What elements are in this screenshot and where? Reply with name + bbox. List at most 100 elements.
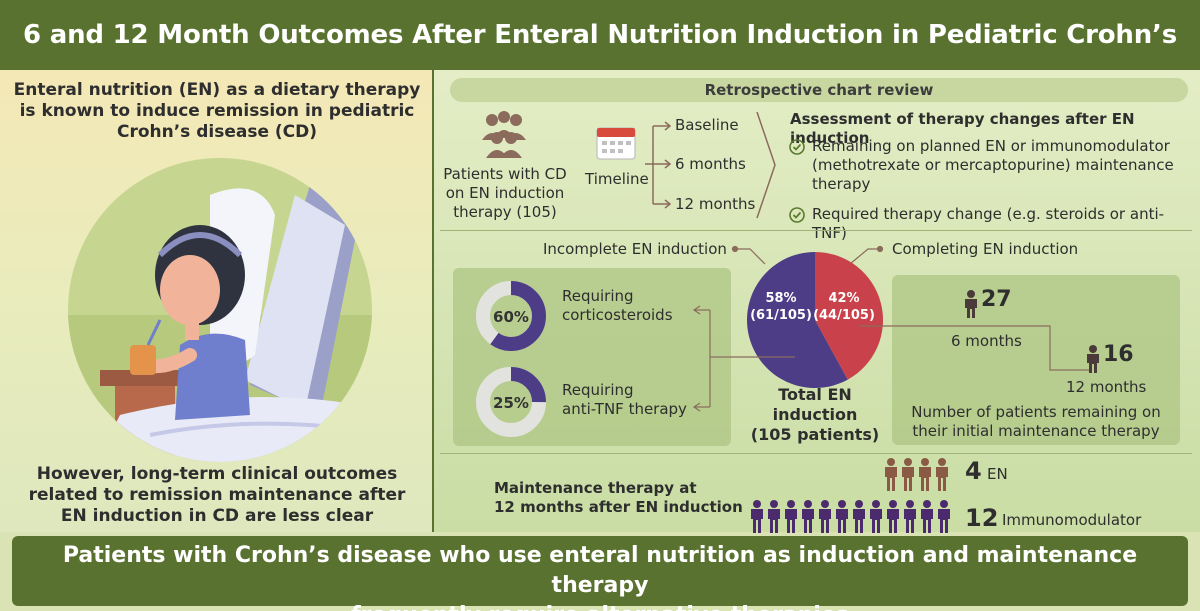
- donut-anti-tnf: 25%: [476, 367, 546, 437]
- donut-text-anti-tnf: Requiring anti-TNF therapy: [562, 381, 687, 419]
- bracket-chevron: [756, 111, 776, 219]
- bottom-line: However, long-term clinical outcomes: [36, 464, 398, 484]
- incomplete-label: Incomplete EN induction: [543, 240, 727, 258]
- remaining-six-count: 27: [981, 287, 1012, 312]
- assessment-item-change: Required therapy change (e.g. steroids o…: [812, 205, 1165, 242]
- en-count: 4: [965, 457, 982, 485]
- remaining-connector: [860, 325, 1090, 371]
- person-icon: [936, 458, 948, 491]
- person-icon: [919, 458, 931, 491]
- maintenance-line: Maintenance therapy at: [494, 479, 697, 497]
- calendar-icon: [596, 127, 636, 160]
- donut-text-corticosteroids: Requiring corticosteroids: [562, 287, 673, 325]
- en-label: EN: [987, 465, 1008, 483]
- remaining-twelve-label: 12 months: [1066, 378, 1147, 396]
- caption-line: Number of patients remaining on: [911, 403, 1161, 421]
- left-panel: Enteral nutrition (EN) as a dietary ther…: [0, 70, 434, 532]
- assessment-line: therapy: [812, 175, 871, 193]
- donut-label: 60%: [493, 308, 529, 326]
- total-line: induction: [772, 405, 858, 424]
- person-icon: [902, 458, 914, 491]
- intro-line: is known to induce remission in pediatri…: [19, 101, 415, 121]
- person-icon: [965, 290, 977, 318]
- maintenance-line: 12 months after EN induction: [494, 498, 743, 516]
- timepoint-6-months: 6 months: [675, 155, 746, 173]
- assessment-line: (methotrexate or mercaptopurine) mainten…: [812, 156, 1174, 174]
- timeline-label: Timeline: [585, 170, 649, 188]
- patients-line: on EN induction: [445, 184, 565, 202]
- maintenance-title: Maintenance therapy at 12 months after E…: [494, 479, 754, 517]
- pie-complete-pct: 42%: [828, 291, 859, 306]
- person-icon: [885, 458, 897, 491]
- donut-line: Requiring: [562, 287, 634, 305]
- timepoint-baseline: Baseline: [675, 116, 739, 134]
- induction-pie-chart: 58% (61/105) 42% (44/105): [747, 252, 883, 388]
- donut-line: anti-TNF therapy: [562, 400, 687, 418]
- patient-illustration: [68, 158, 372, 462]
- check-circle-icon: [789, 207, 805, 223]
- review-title: Retrospective chart review: [450, 78, 1188, 102]
- person-icon: [904, 500, 916, 533]
- pie-incomplete-pct: 58%: [765, 291, 796, 306]
- timeline-arrows: [645, 121, 672, 209]
- total-induction: Total EN induction (105 patients): [735, 385, 895, 445]
- patients-line: therapy (105): [453, 203, 557, 221]
- pie-complete-count: (44/105): [813, 308, 875, 323]
- bottom-line: EN induction in CD are less clear: [60, 506, 374, 526]
- immuno-label: Immunomodulator: [1002, 511, 1142, 529]
- pie-leader-lines: [731, 245, 884, 265]
- remaining-six-label: 6 months: [951, 332, 1022, 350]
- section-divider: [440, 453, 1192, 454]
- person-icon: [785, 500, 797, 533]
- total-line: Total EN: [778, 385, 852, 404]
- pie-slice-incomplete: [747, 252, 848, 388]
- intro-line: Enteral nutrition (EN) as a dietary ther…: [13, 80, 421, 100]
- assessment-title: Assessment of therapy changes after EN i…: [790, 110, 1135, 147]
- conclusion-banner: Patients with Crohn’s disease who use en…: [12, 536, 1188, 611]
- bottom-text: However, long-term clinical outcomes rel…: [0, 464, 434, 527]
- person-icon: [836, 500, 848, 533]
- connector-arrows: [692, 305, 795, 412]
- patients-line: Patients with CD: [443, 165, 567, 183]
- timepoint-12-months: 12 months: [675, 195, 756, 213]
- conclusion-line: Patients with Crohn’s disease who use en…: [62, 543, 1138, 598]
- immuno-count: 12: [965, 504, 999, 532]
- panel-divider: [432, 70, 434, 532]
- remaining-twelve-count: 16: [1103, 342, 1134, 367]
- assessment-item-remaining: Remaining on planned EN or immunomodulat…: [812, 137, 1192, 194]
- bottom-line: related to remission maintenance after: [28, 485, 406, 505]
- header-banner: 6 and 12 Month Outcomes After Enteral Nu…: [0, 0, 1200, 120]
- donut-line: corticosteroids: [562, 306, 673, 324]
- pie-slice-complete: [815, 252, 883, 380]
- section-divider: [440, 230, 1192, 231]
- caption-line: their initial maintenance therapy: [912, 422, 1160, 440]
- donut-arc: [476, 367, 546, 437]
- person-icon: [768, 500, 780, 533]
- person-icon: [751, 500, 763, 533]
- remaining-caption: Number of patients remaining on their in…: [892, 403, 1180, 441]
- person-icon: [853, 500, 865, 533]
- intro-line: Crohn’s disease (CD): [116, 122, 318, 142]
- donut-corticosteroids: 60%: [476, 281, 546, 351]
- pie-incomplete-count: (61/105): [750, 308, 812, 323]
- donut-label: 25%: [493, 394, 529, 412]
- immunomodulator-people-icons: [751, 500, 950, 533]
- person-icon: [921, 500, 933, 533]
- person-icon: [870, 500, 882, 533]
- donut-line: Requiring: [562, 381, 634, 399]
- conclusion-line: frequently require alternative therapies: [12, 601, 1188, 611]
- person-icon: [819, 500, 831, 533]
- person-icon: [802, 500, 814, 533]
- remaining-box: [892, 275, 1180, 445]
- person-icon: [1087, 345, 1099, 373]
- check-circle-icon: [789, 139, 805, 155]
- patients-group-icon: [482, 111, 526, 158]
- person-icon: [938, 500, 950, 533]
- en-people-icons: [885, 458, 948, 491]
- donut-arc: [476, 281, 546, 351]
- total-line: (105 patients): [750, 425, 880, 444]
- assessment-line: Remaining on planned EN or immunomodulat…: [812, 137, 1170, 155]
- patients-text: Patients with CD on EN induction therapy…: [440, 165, 570, 222]
- intro-text: Enteral nutrition (EN) as a dietary ther…: [0, 80, 434, 143]
- person-icon: [887, 500, 899, 533]
